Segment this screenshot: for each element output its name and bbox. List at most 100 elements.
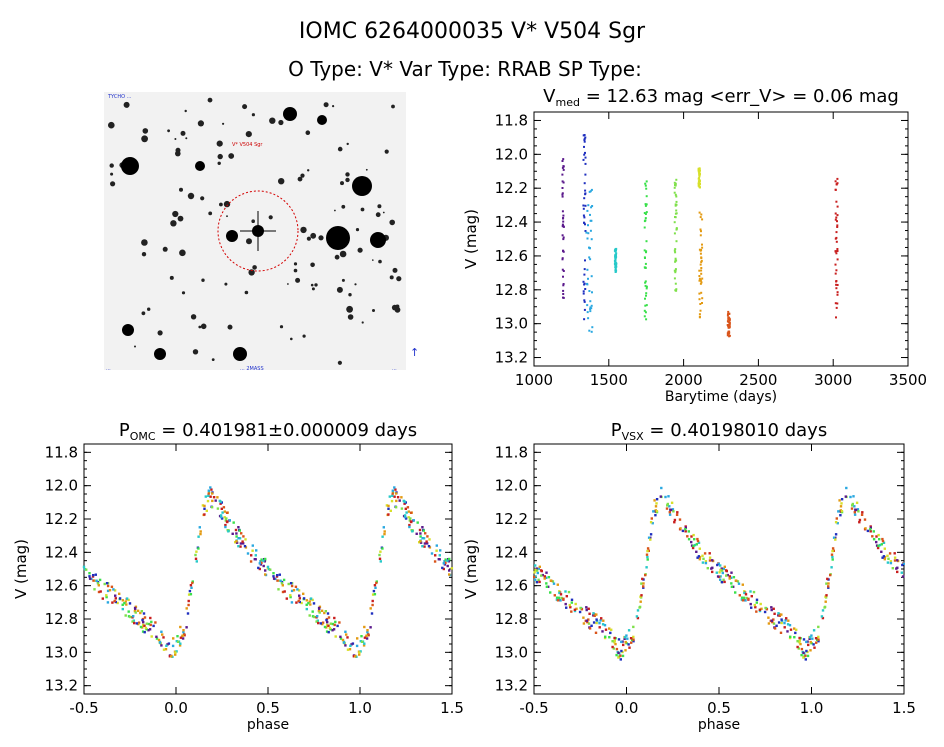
data-point <box>573 608 577 611</box>
data-point <box>313 615 316 619</box>
data-point <box>588 246 590 249</box>
data-point <box>387 513 390 516</box>
data-point <box>741 583 744 586</box>
data-point <box>225 520 229 523</box>
data-point <box>725 574 728 577</box>
data-point <box>586 311 589 314</box>
data-point <box>730 571 733 574</box>
data-point <box>317 621 320 625</box>
data-point <box>728 321 731 324</box>
data-point <box>698 175 701 177</box>
data-point <box>235 541 239 544</box>
data-point <box>590 304 593 307</box>
data-point <box>645 285 648 288</box>
data-point <box>534 564 537 567</box>
data-point <box>643 309 646 312</box>
data-point <box>225 517 228 520</box>
data-point <box>586 283 589 286</box>
star <box>198 325 202 329</box>
data-point <box>558 591 561 595</box>
data-point <box>302 592 305 595</box>
data-point <box>590 188 593 191</box>
star <box>244 290 249 295</box>
star <box>314 283 318 287</box>
data-point <box>645 287 648 290</box>
data-point <box>687 538 691 541</box>
bright-star <box>122 324 134 336</box>
y-tick-label: 11.8 <box>495 111 528 129</box>
data-point <box>562 249 565 252</box>
data-point <box>882 541 886 544</box>
data-point <box>604 635 607 638</box>
data-point <box>645 553 649 556</box>
data-point <box>446 559 449 562</box>
data-point <box>435 549 438 552</box>
data-point <box>727 330 730 333</box>
star <box>211 358 215 361</box>
y-axis-label: V (mag) <box>462 539 480 599</box>
data-point <box>403 514 407 517</box>
data-point <box>652 510 655 513</box>
data-point <box>716 575 720 578</box>
data-point <box>161 633 164 636</box>
phase-panel-omc: POMC = 0.401981±0.000009 days -0.5 0.0 0.5 1… <box>12 420 464 733</box>
data-point <box>194 557 198 560</box>
data-point <box>150 620 153 624</box>
data-point <box>777 612 780 615</box>
data-point <box>407 510 410 513</box>
data-point <box>224 525 227 529</box>
data-point <box>632 638 635 641</box>
data-point <box>699 252 702 255</box>
data-point <box>258 567 261 571</box>
data-point <box>425 540 428 543</box>
data-point <box>373 584 377 587</box>
data-point <box>290 589 294 593</box>
data-point <box>366 631 369 634</box>
data-point <box>325 630 329 633</box>
data-point <box>698 275 701 277</box>
data-point <box>191 581 194 585</box>
data-point <box>219 514 223 517</box>
data-point <box>145 628 148 631</box>
data-point <box>369 607 372 610</box>
data-point <box>889 561 893 565</box>
data-point <box>711 559 714 562</box>
data-point <box>675 178 678 181</box>
data-point <box>699 279 702 282</box>
data-point <box>722 567 725 570</box>
data-point <box>172 637 175 640</box>
data-point <box>214 499 217 502</box>
star <box>185 137 188 140</box>
data-point <box>582 290 585 293</box>
data-point <box>583 137 586 140</box>
data-point <box>570 601 573 604</box>
data-point <box>329 622 332 625</box>
data-point <box>823 606 826 609</box>
data-point <box>734 579 738 582</box>
data-point <box>355 644 359 648</box>
data-point <box>346 648 350 651</box>
data-point <box>698 177 700 180</box>
data-point <box>404 507 407 510</box>
data-point <box>237 526 240 529</box>
data-point <box>627 643 630 646</box>
data-point <box>809 640 812 644</box>
data-point <box>297 599 300 603</box>
data-point <box>728 312 731 315</box>
data-point <box>598 626 601 629</box>
data-point <box>96 582 100 585</box>
data-point <box>423 545 426 548</box>
data-point <box>545 576 548 579</box>
data-point <box>836 226 839 228</box>
data-point <box>323 625 327 629</box>
data-point <box>589 213 591 216</box>
data-point <box>698 279 701 282</box>
data-point <box>834 188 837 191</box>
data-point <box>272 572 275 575</box>
data-point <box>545 571 548 574</box>
data-point <box>561 210 564 213</box>
data-point <box>88 577 92 580</box>
data-point <box>444 558 447 561</box>
data-point <box>760 607 763 610</box>
data-point <box>223 510 226 513</box>
